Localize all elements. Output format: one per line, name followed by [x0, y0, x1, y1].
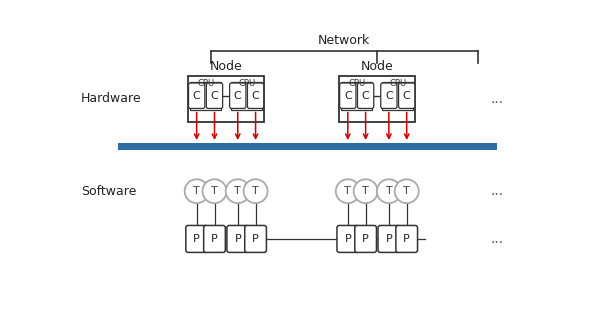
Text: T: T: [403, 186, 410, 196]
FancyBboxPatch shape: [188, 83, 205, 108]
Text: ...: ...: [491, 184, 504, 198]
FancyBboxPatch shape: [206, 83, 223, 108]
FancyBboxPatch shape: [203, 225, 226, 252]
FancyBboxPatch shape: [378, 225, 400, 252]
Ellipse shape: [226, 179, 250, 203]
FancyBboxPatch shape: [358, 83, 374, 108]
Bar: [382, 82, 413, 109]
Text: T: T: [211, 186, 218, 196]
Text: P: P: [193, 234, 200, 244]
Text: ...: ...: [491, 232, 504, 246]
Text: CPU: CPU: [348, 79, 365, 88]
Text: CPU: CPU: [197, 79, 214, 88]
Text: Hardware: Hardware: [81, 92, 142, 105]
Ellipse shape: [353, 179, 377, 203]
Text: ...: ...: [491, 92, 504, 106]
Ellipse shape: [336, 179, 360, 203]
Bar: [118, 143, 497, 150]
Text: C: C: [362, 91, 370, 101]
Text: P: P: [362, 234, 369, 244]
FancyBboxPatch shape: [337, 225, 359, 252]
FancyBboxPatch shape: [340, 83, 356, 108]
Text: C: C: [344, 91, 352, 101]
FancyBboxPatch shape: [227, 225, 248, 252]
Text: C: C: [234, 91, 242, 101]
Text: P: P: [386, 234, 392, 244]
Text: C: C: [252, 91, 259, 101]
Text: T: T: [362, 186, 369, 196]
Text: CPU: CPU: [238, 79, 255, 88]
Ellipse shape: [185, 179, 209, 203]
Text: P: P: [403, 234, 410, 244]
Bar: [341, 82, 372, 109]
Text: C: C: [403, 91, 410, 101]
FancyBboxPatch shape: [247, 83, 264, 108]
Bar: [339, 76, 415, 122]
Text: T: T: [252, 186, 259, 196]
Text: CPU: CPU: [389, 79, 406, 88]
Ellipse shape: [395, 179, 419, 203]
Ellipse shape: [244, 179, 268, 203]
Bar: [231, 82, 262, 109]
Text: T: T: [344, 186, 351, 196]
Ellipse shape: [377, 179, 401, 203]
Text: P: P: [344, 234, 351, 244]
Text: Node: Node: [210, 60, 242, 73]
FancyBboxPatch shape: [355, 225, 376, 252]
Text: C: C: [193, 91, 200, 101]
Text: C: C: [385, 91, 393, 101]
Text: C: C: [211, 91, 218, 101]
FancyBboxPatch shape: [381, 83, 397, 108]
Text: P: P: [235, 234, 241, 244]
Bar: [190, 82, 221, 109]
Text: T: T: [235, 186, 241, 196]
Text: P: P: [252, 234, 259, 244]
Text: T: T: [193, 186, 200, 196]
FancyBboxPatch shape: [396, 225, 418, 252]
Bar: [188, 76, 264, 122]
Ellipse shape: [202, 179, 227, 203]
FancyBboxPatch shape: [186, 225, 208, 252]
FancyBboxPatch shape: [398, 83, 415, 108]
Text: Network: Network: [318, 34, 370, 47]
Text: Software: Software: [81, 185, 137, 198]
Text: T: T: [386, 186, 392, 196]
Text: P: P: [211, 234, 218, 244]
FancyBboxPatch shape: [245, 225, 266, 252]
FancyBboxPatch shape: [230, 83, 246, 108]
Text: Node: Node: [361, 60, 394, 73]
